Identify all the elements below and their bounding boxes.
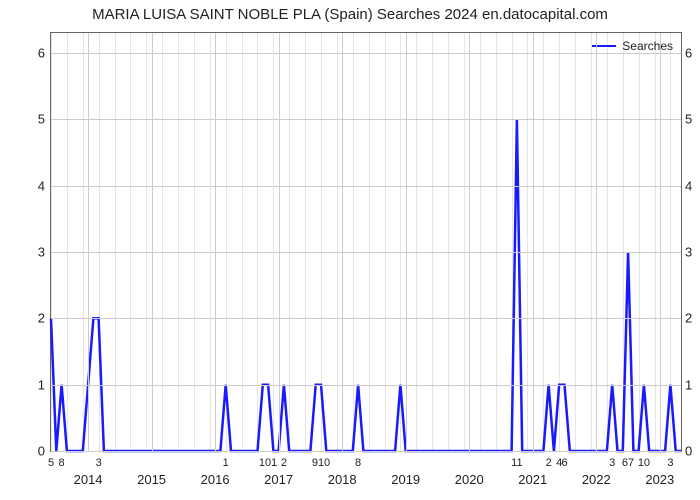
gridline-v <box>342 33 343 451</box>
x-year-label: 2019 <box>391 472 420 487</box>
x-value-label: 910 <box>312 457 330 469</box>
gridline-h <box>51 119 681 120</box>
gridline-v <box>596 33 597 451</box>
y-tick-label-right: 3 <box>685 244 700 259</box>
series-path <box>51 119 681 451</box>
plot-area: Searches 0011223344556620142015201620172… <box>50 32 682 452</box>
x-year-label: 2022 <box>582 472 611 487</box>
x-value-label: 2 <box>546 457 552 469</box>
x-value-label: 8 <box>59 457 65 469</box>
x-value-label: 6 <box>561 457 567 469</box>
gridline-v <box>533 33 534 451</box>
x-value-label: 67 <box>622 457 634 469</box>
y-tick-label: 2 <box>29 311 45 326</box>
x-year-label: 2021 <box>518 472 547 487</box>
gridline-v <box>660 33 661 451</box>
y-tick-label-right: 5 <box>685 112 700 127</box>
chart-container: MARIA LUISA SAINT NOBLE PLA (Spain) Sear… <box>0 0 700 500</box>
y-tick-label-right: 1 <box>685 377 700 392</box>
gridline-h <box>51 53 681 54</box>
x-value-label: 3 <box>96 457 102 469</box>
y-tick-label: 0 <box>29 444 45 459</box>
y-tick-label-right: 4 <box>685 178 700 193</box>
x-year-label: 2014 <box>74 472 103 487</box>
x-value-label: 2 <box>281 457 287 469</box>
gridline-v <box>279 33 280 451</box>
y-tick-label: 1 <box>29 377 45 392</box>
y-tick-label-right: 0 <box>685 444 700 459</box>
gridline-h <box>51 385 681 386</box>
line-series <box>51 33 681 451</box>
gridline-h <box>51 451 681 452</box>
x-value-label: 101 <box>259 457 277 469</box>
y-tick-label: 5 <box>29 112 45 127</box>
y-tick-label: 3 <box>29 244 45 259</box>
y-tick-label: 4 <box>29 178 45 193</box>
x-year-label: 2017 <box>264 472 293 487</box>
y-tick-label: 6 <box>29 45 45 60</box>
x-value-label: 1 <box>223 457 229 469</box>
x-value-label: 10 <box>638 457 650 469</box>
gridline-v <box>152 33 153 451</box>
x-year-label: 2020 <box>455 472 484 487</box>
gridline-v <box>406 33 407 451</box>
chart-title: MARIA LUISA SAINT NOBLE PLA (Spain) Sear… <box>0 6 700 23</box>
gridline-v <box>215 33 216 451</box>
x-value-label: 5 <box>48 457 54 469</box>
x-value-label: 11 <box>511 457 522 469</box>
y-tick-label-right: 6 <box>685 45 700 60</box>
y-tick-label-right: 2 <box>685 311 700 326</box>
x-year-label: 2016 <box>201 472 230 487</box>
x-year-label: 2015 <box>137 472 166 487</box>
x-value-label: 8 <box>355 457 361 469</box>
gridline-h <box>51 318 681 319</box>
gridline-v <box>88 33 89 451</box>
gridline-h <box>51 186 681 187</box>
x-value-label: 3 <box>667 457 673 469</box>
gridline-h <box>51 252 681 253</box>
x-year-label: 2023 <box>645 472 674 487</box>
x-year-label: 2018 <box>328 472 357 487</box>
x-value-label: 3 <box>609 457 615 469</box>
gridline-v <box>469 33 470 451</box>
